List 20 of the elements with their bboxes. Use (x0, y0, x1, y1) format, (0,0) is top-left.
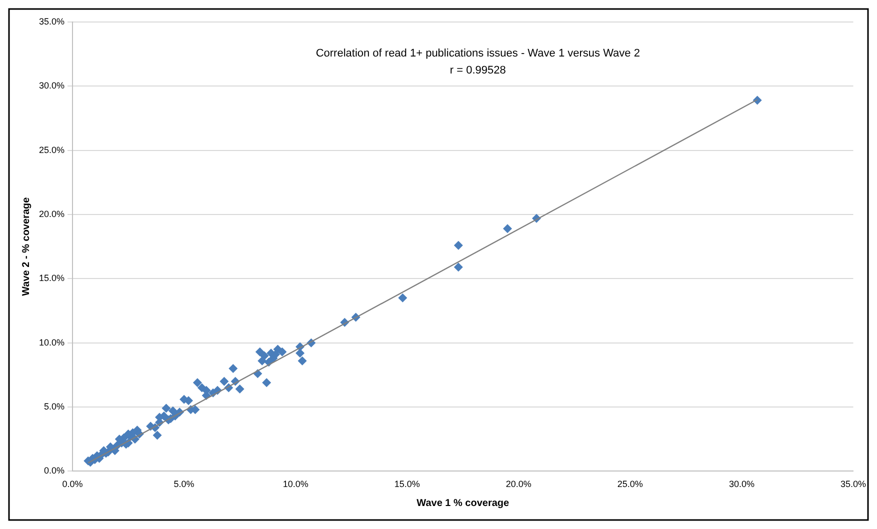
y-tick-label: 0.0% (44, 466, 65, 476)
x-tick-label: 25.0% (617, 479, 643, 490)
x-tick-label: 30.0% (728, 479, 754, 490)
y-tick-label: 35.0% (38, 16, 65, 26)
x-tick-label: 0.0% (62, 479, 83, 490)
x-tick-label: 20.0% (506, 479, 532, 490)
text: Correlation of read 1+ publications issues - Wave 1 versus Wave 2 (316, 48, 640, 60)
y-tick-label: 20.0% (38, 209, 65, 219)
y-tick-label: 25.0% (38, 144, 65, 155)
x-tick-label: 10.0% (282, 479, 308, 490)
x-tick-label: 15.0% (394, 479, 420, 490)
y-tick-label: 15.0% (38, 273, 65, 284)
x-axis-title: Wave 1 % coverage (416, 498, 510, 509)
y-tick-label: 5.0% (44, 402, 65, 412)
y-tick-label: 10.0% (38, 337, 65, 348)
x-tick-label: 35.0% (840, 479, 866, 490)
y-tick-label: 30.0% (38, 80, 65, 91)
text: r = 0.99528 (450, 64, 506, 77)
x-tick-label: 5.0% (174, 479, 194, 490)
y-axis-title: Wave 2 - % coverage (20, 196, 32, 296)
